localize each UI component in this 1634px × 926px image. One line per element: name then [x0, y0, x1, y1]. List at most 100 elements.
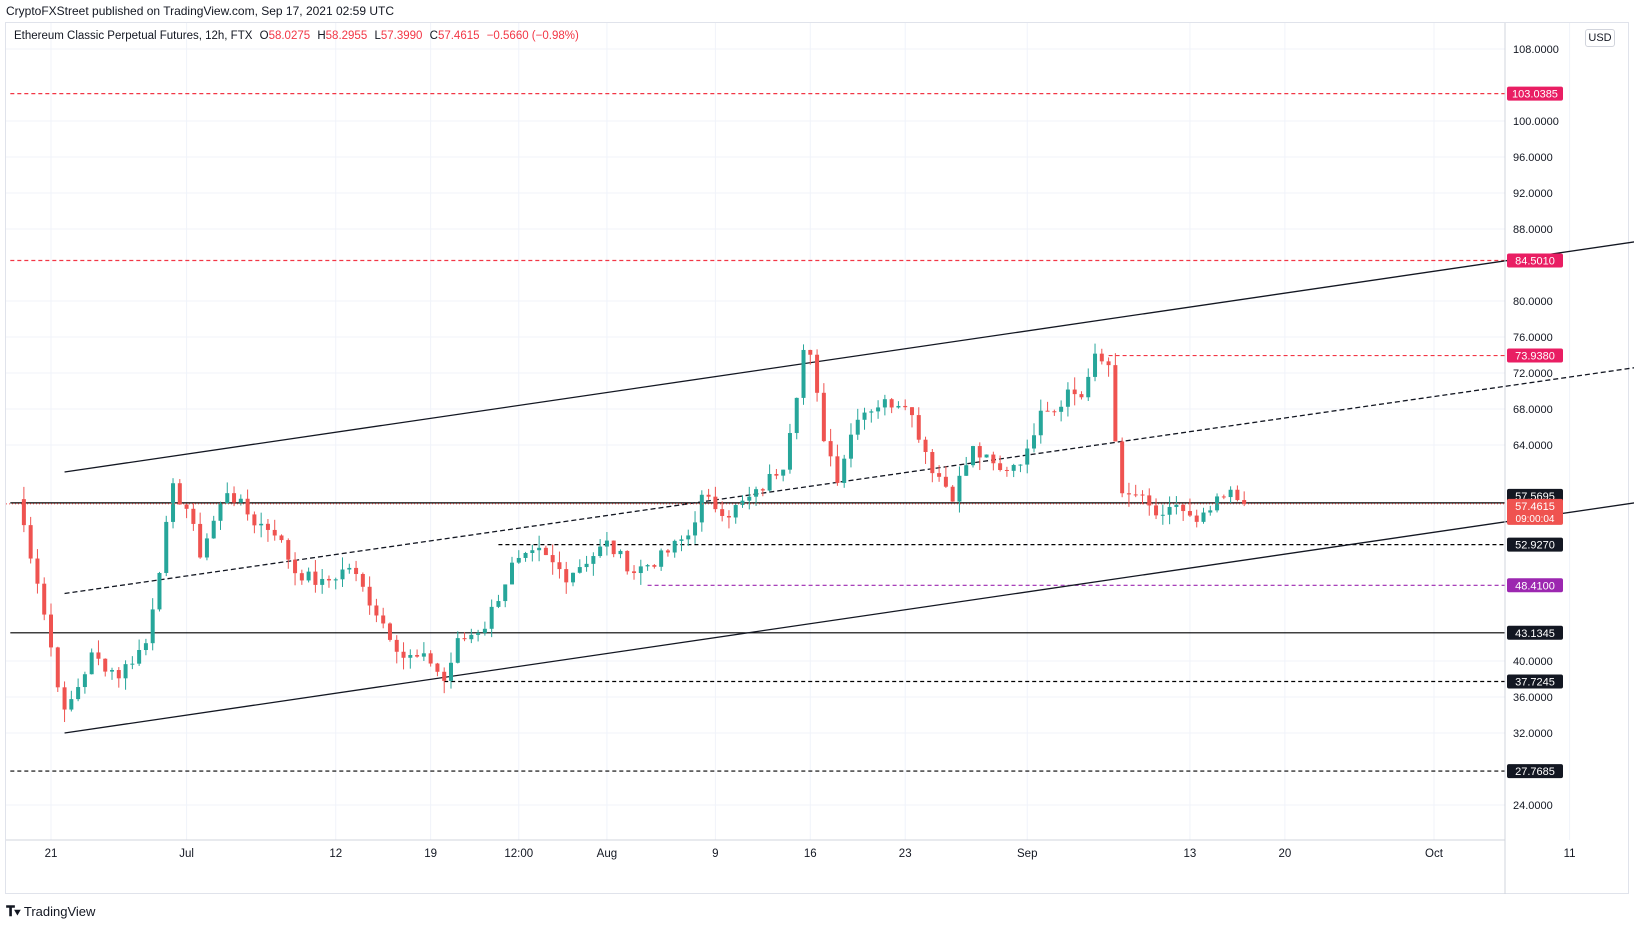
candle-body	[1167, 506, 1172, 515]
trendlines[interactable]	[64, 234, 1634, 734]
candle-body	[1113, 365, 1118, 442]
level-tag-bg	[1507, 625, 1563, 640]
chart-frame[interactable]	[5, 22, 1629, 894]
candle-body	[828, 441, 833, 457]
candle-body	[455, 638, 460, 663]
candle-body	[232, 493, 237, 503]
price-axis[interactable]: 24.0000 32.0000 36.0000 40.0000 64.0000 68.00…	[1504, 23, 1559, 894]
candle-body	[1045, 410, 1050, 412]
candle-body	[401, 651, 406, 658]
candle-body	[1011, 465, 1016, 471]
candle-body	[442, 671, 447, 681]
currency-button[interactable]: USD	[1585, 29, 1615, 47]
open-value: 58.0275	[268, 30, 311, 42]
candle-body	[448, 662, 453, 681]
candle-body	[706, 494, 711, 497]
trendline	[64, 367, 1634, 595]
candle-body	[604, 540, 609, 547]
candle-body	[747, 496, 752, 501]
candle-body	[632, 571, 637, 574]
level-tag-bg	[1507, 537, 1563, 552]
level-tag: 52.9270	[1515, 540, 1555, 552]
level-tag: 37.7245	[1515, 676, 1555, 688]
price-tick-label: 88.0000	[1513, 224, 1553, 236]
candle-body	[143, 643, 148, 651]
candle-body	[523, 553, 528, 558]
candle-body	[1221, 496, 1226, 498]
brand-footer: 𝐓▾ TradingView	[6, 903, 95, 920]
candle-body	[1187, 511, 1192, 516]
candle-body	[265, 523, 270, 530]
candle-body	[998, 463, 1003, 470]
time-tick-label: 19	[424, 848, 437, 860]
candle-body	[157, 572, 162, 610]
candle-body	[530, 550, 535, 554]
candle-body	[835, 456, 840, 483]
candle-body	[489, 606, 494, 629]
time-tick-label: Oct	[1425, 848, 1444, 860]
candle-body	[360, 574, 365, 587]
candle-body	[1106, 361, 1111, 366]
candle-body	[896, 405, 901, 408]
candle-body	[971, 446, 975, 466]
candle-body	[1126, 493, 1131, 495]
price-tick-label: 76.0000	[1513, 332, 1553, 344]
candle-body	[543, 547, 548, 556]
price-tick-label: 68.0000	[1513, 404, 1553, 416]
candle-body	[977, 446, 982, 458]
price-tags: 103.038584.501073.938057.569552.927048.4…	[6, 86, 1563, 779]
high-value: 58.2955	[325, 30, 368, 42]
candle-body	[1004, 469, 1009, 471]
candle-body	[611, 540, 616, 555]
candle-body	[28, 525, 33, 559]
candle-body	[238, 498, 243, 503]
candle-body	[754, 489, 759, 497]
candle-body	[1201, 512, 1206, 522]
candle-body	[638, 566, 643, 574]
price-tick-label: 80.0000	[1513, 296, 1553, 308]
candle-body	[672, 540, 677, 553]
level-tag: 27.7685	[1515, 766, 1555, 778]
candle-body	[306, 571, 311, 581]
candle-body	[564, 569, 569, 583]
candle-body	[1140, 494, 1145, 496]
price-tick-label: 72.0000	[1513, 368, 1553, 380]
candle-body	[794, 397, 799, 434]
candle-body	[909, 407, 914, 416]
candle-body	[1032, 435, 1037, 449]
candle-body	[1181, 504, 1186, 512]
horizontal-levels[interactable]	[10, 93, 1505, 772]
candle-body	[774, 473, 779, 476]
candle-body	[184, 504, 189, 509]
grid	[6, 23, 1571, 840]
candle-body	[333, 579, 338, 581]
candle-body	[1079, 394, 1084, 398]
time-tick-label: 20	[1278, 848, 1291, 860]
candle-body	[1160, 514, 1165, 516]
candle-body	[984, 454, 989, 458]
candle-body	[469, 634, 474, 640]
price-tick-label: 24.0000	[1513, 800, 1553, 812]
symbol-name: Ethereum Classic Perpetual Futures, 12h,…	[14, 30, 253, 42]
level-tag-bg	[1507, 348, 1563, 363]
candle-body	[726, 515, 731, 518]
candle-body	[943, 476, 948, 487]
candle-body	[421, 653, 426, 657]
time-tick-label: Aug	[597, 848, 617, 860]
candle-body	[1215, 496, 1220, 511]
price-tick-label: 64.0000	[1513, 440, 1553, 452]
candle-body	[720, 509, 725, 516]
candle-body	[123, 664, 128, 679]
candles	[21, 343, 1247, 723]
last-price-tag: 57.4615	[1515, 501, 1555, 513]
level-tag: 84.5010	[1515, 255, 1555, 267]
level-tag: 48.4100	[1515, 580, 1555, 592]
price-tick-label: 92.0000	[1513, 188, 1553, 200]
brand-name: TradingView	[23, 904, 96, 919]
low-value: 57.3990	[380, 30, 423, 42]
candle-body	[259, 523, 264, 526]
candle-body	[869, 411, 874, 413]
candle-body	[1072, 389, 1077, 395]
